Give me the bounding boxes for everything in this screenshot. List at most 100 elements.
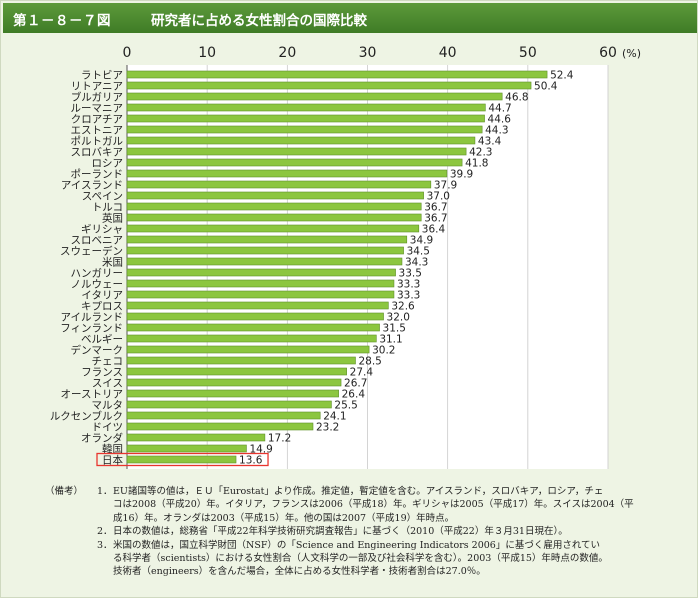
bar [126,114,485,123]
note-indent [45,565,97,578]
value-label: 43.4 [478,136,502,148]
note-number [97,498,113,511]
category-label: ドイツ [92,422,124,434]
value-label: 13.6 [239,455,263,467]
value-label: 44.7 [488,103,511,115]
category-label: スロバキア [71,147,124,159]
figure-number: 第１－８－７図 [13,13,111,29]
category-label: スイス [92,378,123,390]
value-label: 46.8 [505,92,528,104]
note-line: 成16）年。オランダは2003（平成15）年。他の国は2007（平成19）年時点… [45,512,685,525]
category-label: ラトビア [81,70,123,82]
category-label: ハンガリー [71,268,124,280]
bar [126,367,347,376]
value-label: 30.2 [372,345,395,357]
category-label: ロシア [92,158,124,170]
value-label: 14.9 [249,444,272,456]
category-label: オランダ [81,432,123,445]
note-indent [45,525,97,538]
note-text: 米国の数値は，国立科学財団（NSF）の「Science and Engineer… [113,539,601,551]
bar [126,125,483,134]
note-line: 技術者（engineers）を含んだ場合，全体に占める女性科学者・技術者割合は2… [45,565,685,578]
value-label: 32.0 [387,312,410,324]
note-text: る科学者（scientists）における女性割合（人文科学の一部及び社会科学を含… [113,553,608,565]
bar [126,444,247,453]
bar [126,312,384,321]
figure-title-bar: 第１－８－７図 研究者に占める女性割合の国際比較 [3,3,697,33]
category-label: ルーマニア [71,103,124,115]
note-text: EU諸国等の値は，ＥＵ「Eurostat」より作成。推定値，暫定値を含む。アイス… [113,486,604,497]
category-label: イタリア [81,290,123,302]
category-label: ノルウェー [71,279,124,291]
value-label: 26.4 [342,389,366,401]
bar [126,345,370,354]
note-text: 技術者（engineers）を含んだ場合，全体に占める女性科学者・技術者割合は2… [113,566,486,578]
bar [126,81,532,90]
category-label: 日本 [102,454,123,467]
value-label: 36.7 [424,202,447,214]
x-tick-label: 0 [123,45,132,61]
notes-body: （備考） 1． EU諸国等の値は，ＥＵ「Eurostat」より作成。推定値，暫定値を… [45,485,685,579]
value-label: 50.4 [534,81,558,93]
bar [126,301,389,310]
bar [126,411,321,420]
category-label: 英国 [102,212,123,225]
bar [126,279,395,288]
category-label: リトアニア [71,81,123,93]
bar [126,147,467,156]
note-line: る科学者（scientists）における女性割合（人文科学の一部及び社会科学を含… [45,552,685,565]
x-tick-label: 60 [599,45,617,61]
bar [126,213,422,222]
note-line: 3． 米国の数値は，国立科学財団（NSF）の「Science and Engine… [45,539,685,552]
bar [126,268,396,277]
bar [126,169,448,178]
bar [126,422,314,431]
category-label: 韓国 [102,444,123,456]
value-label: 28.5 [358,356,381,368]
category-label: ブルガリア [71,91,123,104]
value-label: 33.3 [397,290,420,302]
highlight-box [96,452,269,467]
bar [126,92,503,101]
category-label: トルコ [92,202,123,214]
note-text: 成16）年。オランダは2003（平成15）年。他の国は2007（平成19）年時点… [113,512,455,524]
category-label: スペイン [82,191,123,203]
bar [126,191,424,200]
category-label: アイルランド [61,312,123,324]
category-label: デンマーク [71,344,124,357]
bar [126,202,422,211]
note-indent [45,512,97,525]
figure-title: 研究者に占める女性割合の国際比較 [151,13,367,29]
value-label: 37.9 [434,180,457,192]
x-tick-label: 50 [519,45,537,61]
notes-heading: （備考） [45,486,84,497]
category-label: ギリシャ [81,224,123,236]
chart-area: 0 10 20 30 40 50 60 (%) ラトビア 52.4 リトアニア 50.4 ブルガリア 46… [11,41,689,481]
value-label: 44.6 [488,114,512,126]
category-label: キプロス [81,301,123,313]
bar [126,334,377,343]
note-number [97,552,113,565]
x-tick-label: 20 [278,45,296,61]
bar [126,433,266,442]
value-label: 34.9 [410,235,433,247]
value-label: 26.7 [344,378,367,390]
category-label: フランス [81,367,123,379]
bar [126,180,432,189]
note-number: 1． [97,486,113,497]
note-number: 2． [97,526,113,538]
bar [126,290,395,299]
value-label: 39.9 [450,169,473,181]
note-number [97,512,113,525]
bar [126,257,403,266]
value-label: 24.1 [323,411,346,423]
bar [126,389,339,398]
value-label: 23.2 [316,422,339,434]
category-label: ポーランド [71,169,124,181]
value-label: 17.2 [268,433,291,445]
value-label: 33.5 [399,268,422,280]
x-tick-label: 30 [359,45,377,61]
category-label: オーストリア [61,389,123,401]
bar [126,235,408,244]
